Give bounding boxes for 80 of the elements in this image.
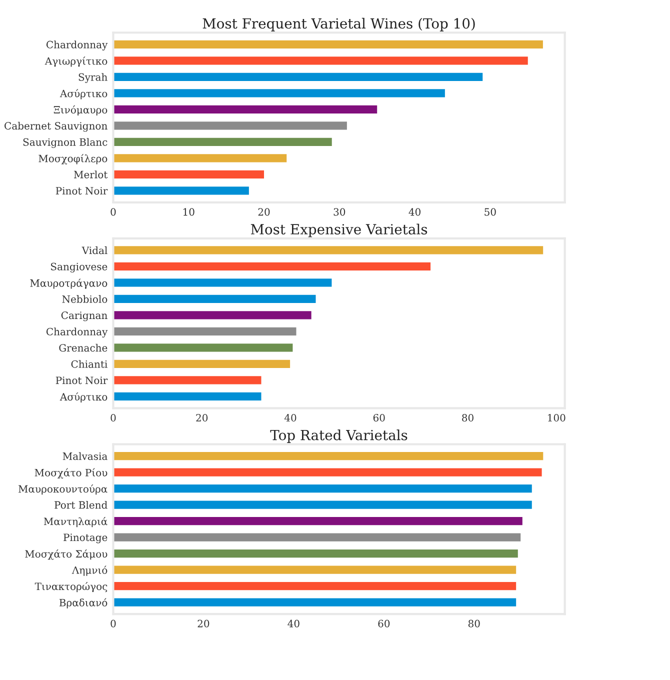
y-tick-label: Merlot xyxy=(74,170,108,178)
bar xyxy=(113,89,445,98)
x-tick-label: 0 xyxy=(110,414,116,422)
bar xyxy=(113,105,378,114)
y-tick-label: Syrah xyxy=(78,73,108,83)
x-tick-label: 30 xyxy=(334,208,346,216)
bar xyxy=(113,360,290,368)
x-tick-label: 40 xyxy=(408,208,420,216)
bar xyxy=(113,122,347,130)
bar xyxy=(113,484,532,493)
y-tick-label: Ξινόμαυρο xyxy=(54,105,108,116)
x-tick-label: 60 xyxy=(373,414,385,422)
x-tick-label: 0 xyxy=(110,208,116,216)
bar xyxy=(113,549,518,558)
y-tick-label: Τινακτορώγος xyxy=(34,582,108,592)
bar xyxy=(113,154,287,162)
bar xyxy=(113,516,522,526)
x-tick-label: 20 xyxy=(258,208,270,216)
bar xyxy=(113,246,544,254)
chart-title: Top Rated Varietals xyxy=(270,430,408,443)
x-tick-label: 40 xyxy=(284,414,296,422)
bar xyxy=(113,468,542,476)
bar xyxy=(113,56,528,65)
bar xyxy=(113,582,516,590)
x-tick-label: 10 xyxy=(183,208,194,216)
x-tick-label: 20 xyxy=(198,620,210,628)
bar xyxy=(113,278,332,287)
y-tick-label: Βραδιανό xyxy=(59,598,108,608)
bar xyxy=(113,327,296,336)
y-tick-label: Λημνιό xyxy=(72,566,108,576)
y-tick-label: Cabernet Sauvignon xyxy=(4,122,108,132)
y-tick-label: Μοσχάτο Ρίου xyxy=(34,468,108,479)
x-tick-label: 0 xyxy=(110,620,116,628)
bar xyxy=(113,138,332,146)
bar xyxy=(113,452,544,460)
bar xyxy=(113,376,262,384)
bar xyxy=(113,40,543,48)
bar xyxy=(113,344,293,352)
bar xyxy=(113,311,312,320)
x-tick-label: 60 xyxy=(378,620,390,628)
y-tick-label: Ασύρτικο xyxy=(60,89,108,100)
y-tick-label: Port Blend xyxy=(54,500,108,509)
y-tick-label: Carignan xyxy=(61,312,108,322)
y-tick-label: Μαντηλαριά xyxy=(44,517,108,528)
bar xyxy=(113,72,483,81)
bar xyxy=(113,500,532,509)
y-tick-label: Ασύρτικο xyxy=(60,392,108,403)
y-tick-label: Vidal xyxy=(82,246,108,254)
bar xyxy=(113,294,316,304)
bar xyxy=(113,186,249,195)
y-tick-label: Μοσχοφίλερο xyxy=(38,154,108,164)
y-tick-label: Pinotage xyxy=(64,534,108,544)
bar xyxy=(113,262,431,271)
x-tick-label: 20 xyxy=(196,414,208,422)
x-tick-label: 80 xyxy=(468,620,480,628)
chart-title: Most Frequent Varietal Wines (Top 10) xyxy=(202,18,475,32)
y-tick-label: Sauvignon Blanc xyxy=(23,138,108,148)
bar xyxy=(113,533,521,542)
y-tick-label: Sangiovese xyxy=(51,262,108,272)
bar xyxy=(113,392,262,401)
x-tick-label: 50 xyxy=(484,208,496,216)
y-tick-label: Μαυροτράγανο xyxy=(30,278,108,289)
x-tick-label: 80 xyxy=(462,414,474,422)
y-tick-label: Pinot Noir xyxy=(56,187,108,195)
y-tick-label: Chianti xyxy=(71,360,108,368)
x-tick-label: 100 xyxy=(548,414,566,422)
bar xyxy=(113,598,516,606)
y-tick-label: Μαυροκουντούρα xyxy=(18,484,108,495)
chart-title: Most Expensive Varietals xyxy=(250,224,428,238)
bar xyxy=(113,566,516,574)
bar xyxy=(113,170,264,178)
y-tick-label: Chardonnay xyxy=(46,40,108,50)
y-tick-label: Αγιωργίτικο xyxy=(44,56,108,67)
y-tick-label: Nebbiolo xyxy=(62,295,108,303)
y-tick-label: Malvasia xyxy=(62,452,108,460)
y-tick-label: Pinot Noir xyxy=(56,376,108,384)
y-tick-label: Chardonnay xyxy=(46,328,108,338)
x-tick-label: 40 xyxy=(288,620,300,628)
y-tick-label: Grenache xyxy=(59,344,108,352)
y-tick-label: Μοσχάτο Σάμου xyxy=(25,550,108,560)
